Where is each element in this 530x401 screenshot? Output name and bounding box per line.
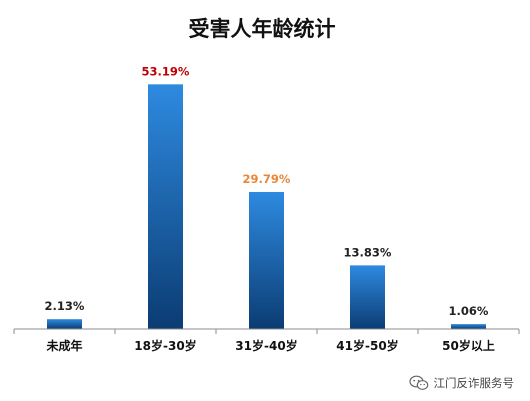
- wechat-icon: [408, 375, 428, 390]
- axis-ticks: [13, 329, 520, 334]
- category-label: 31岁-40岁: [235, 338, 297, 353]
- bar: [148, 84, 183, 330]
- bar: [451, 324, 486, 329]
- bar: [47, 319, 82, 329]
- category-label: 18岁-30岁: [134, 338, 196, 353]
- bars-group: [47, 84, 486, 330]
- bar: [350, 265, 385, 329]
- watermark-text: 江门反诈服务号: [433, 376, 515, 390]
- bar: [249, 191, 284, 329]
- watermark: 江门反诈服务号: [408, 375, 515, 391]
- data-label: 53.19%: [142, 64, 190, 78]
- category-label: 未成年: [45, 338, 82, 353]
- data-label: 2.13%: [45, 299, 85, 313]
- category-label: 50岁以上: [442, 338, 495, 353]
- category-labels: 未成年 18岁-30岁 31岁-40岁 41岁-50岁 50岁以上: [45, 338, 494, 353]
- chart-title: 受害人年龄统计: [189, 16, 336, 41]
- data-label: 13.83%: [344, 245, 392, 259]
- data-label: 1.06%: [449, 304, 489, 318]
- category-label: 41岁-50岁: [336, 338, 398, 353]
- data-label: 29.79%: [243, 172, 291, 186]
- data-labels: 2.13% 53.19% 29.79% 13.83% 1.06%: [45, 64, 489, 318]
